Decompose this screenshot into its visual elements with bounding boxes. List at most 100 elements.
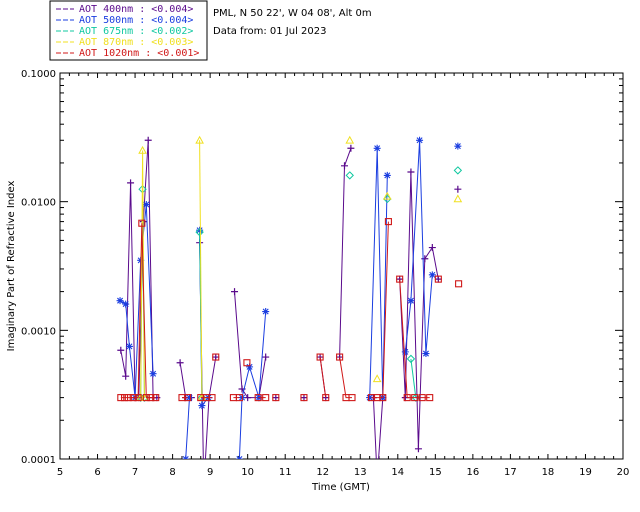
x-tick-label: 8: [169, 467, 175, 478]
x-tick-label: 20: [617, 467, 630, 478]
y-axis-title: Imaginary Part of Refractive Index: [6, 181, 17, 352]
data-point-square: [129, 394, 137, 402]
data-point-square: [212, 353, 220, 361]
data-point-triangle: [453, 194, 463, 203]
data-point-triangle: [195, 135, 204, 144]
data-point-plus: [434, 275, 442, 283]
data-point-square: [184, 394, 192, 402]
x-tick-label: 19: [579, 467, 592, 478]
data-point-asterisk: [262, 308, 270, 316]
site-info: PML, N 50 22', W 04 08', Alt 0m: [213, 8, 372, 19]
data-point-plus: [272, 394, 280, 402]
data-point-plus: [407, 168, 415, 176]
data-point-square: [396, 275, 404, 283]
data-point-asterisk: [125, 342, 133, 350]
data-point-asterisk: [149, 370, 157, 378]
data-point-square: [138, 219, 146, 227]
series-line: [369, 148, 388, 398]
data-point-square: [411, 394, 419, 402]
x-tick-label: 7: [132, 467, 138, 478]
data-point-diamond: [453, 166, 463, 175]
data-point-triangle: [138, 145, 147, 154]
x-tick-label: 14: [391, 467, 404, 478]
data-point-diamond: [406, 354, 416, 364]
data-point-asterisk: [422, 350, 430, 358]
data-point-asterisk: [454, 142, 462, 150]
data-point-asterisk: [407, 297, 415, 305]
x-tick-label: 13: [354, 467, 367, 478]
series-line: [410, 358, 417, 398]
data-point-triangle: [372, 374, 382, 383]
legend-label: AOT 870nm : <0.003>: [79, 37, 193, 48]
x-tick-label: 11: [279, 467, 292, 478]
series-line: [339, 356, 352, 399]
y-tick-label: 0.0100: [21, 198, 56, 209]
data-point-square: [455, 280, 463, 288]
data-point-square: [147, 394, 155, 402]
data-point-square: [235, 394, 243, 402]
data-point-asterisk: [122, 300, 130, 308]
legend-label: AOT 675nm : <0.002>: [79, 26, 193, 37]
data-point-asterisk: [428, 271, 436, 279]
x-tick-label: 17: [504, 467, 517, 478]
series-group: [117, 218, 463, 402]
data-point-plus: [262, 353, 270, 361]
data-point-asterisk: [383, 171, 391, 179]
data-point-asterisk: [373, 144, 381, 152]
data-point-square: [384, 218, 392, 226]
legend-label: AOT 500nm : <0.004>: [79, 15, 193, 26]
legend-label: AOT 400nm : <0.004>: [79, 4, 193, 15]
data-point-plus: [212, 353, 220, 361]
data-point-plus: [144, 136, 152, 144]
series-line: [199, 140, 203, 398]
data-point-asterisk: [366, 394, 374, 402]
data-point-plus: [231, 288, 239, 296]
data-point-asterisk: [246, 363, 254, 371]
series-line: [372, 397, 384, 459]
legend-label: AOT 1020nm : <0.001>: [79, 48, 199, 59]
data-layer: [116, 135, 463, 459]
data-point-plus: [176, 359, 184, 367]
data-point-square: [300, 394, 308, 402]
y-tick-label: 0.0010: [21, 326, 56, 337]
x-tick-label: 16: [466, 467, 479, 478]
data-point-plus: [454, 185, 462, 193]
data-point-asterisk: [142, 201, 150, 209]
data-point-triangle: [382, 191, 392, 200]
x-axis-title: Time (GMT): [311, 482, 370, 493]
data-point-asterisk: [416, 136, 424, 144]
data-point-plus: [341, 162, 349, 170]
data-point-plus: [117, 346, 125, 354]
data-point-plus: [300, 394, 308, 402]
data-point-square: [134, 394, 142, 402]
legend-box: [49, 0, 208, 61]
data-point-plus: [428, 244, 436, 252]
data-point-square: [348, 394, 356, 402]
axes: 5 6 7 8 9 10 11 12 13 14 15 16 17 18 19 20 0.0001 0.0010 0…: [21, 69, 629, 478]
data-point-square: [426, 394, 434, 402]
x-tick-label: 10: [241, 467, 254, 478]
y-tick-label: 0.0001: [21, 455, 56, 466]
data-point-asterisk: [185, 394, 193, 402]
data-point-plus: [347, 144, 355, 152]
data-point-square: [418, 394, 426, 402]
x-tick-label: 5: [57, 467, 63, 478]
data-point-triangle: [345, 135, 355, 144]
data-point-square: [272, 394, 280, 402]
data-point-square: [254, 394, 262, 402]
x-tick-label: 6: [94, 467, 100, 478]
data-point-square: [316, 353, 324, 361]
data-point-plus: [127, 179, 135, 187]
data-point-square: [322, 394, 330, 402]
x-tick-label: 15: [429, 467, 442, 478]
y-tick-label: 0.1000: [21, 69, 56, 80]
series-line: [319, 356, 327, 398]
data-point-square: [121, 394, 129, 402]
data-point-diamond: [195, 227, 204, 237]
data-point-plus: [414, 445, 422, 453]
legend: AOT 400nm : <0.004>AOT 500nm : <0.004>AO…: [56, 4, 199, 59]
data-point-square: [124, 394, 132, 402]
data-point-asterisk: [196, 226, 204, 234]
data-point-square: [243, 359, 251, 367]
